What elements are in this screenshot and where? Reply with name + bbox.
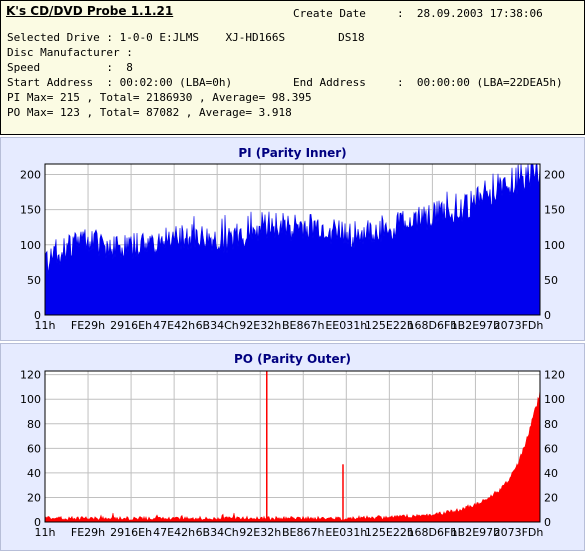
x-tick-label: EE031h [325, 526, 367, 539]
x-tick-label: BE867h [282, 319, 324, 332]
x-tick-label: 125E22h [365, 319, 414, 332]
po-chart: PO (Parity Outer) 0 0 20 20 40 40 60 60 80 80 100 10… [20, 352, 565, 539]
x-tick-label: BE867h [282, 526, 324, 539]
disc-info-panel: K's CD/DVD Probe 1.1.21 Create Date : 28… [0, 0, 585, 135]
x-tick-label: 11h [35, 526, 56, 539]
x-tick-label: FE29h [71, 526, 105, 539]
app-title: K's CD/DVD Probe 1.1.21 [6, 4, 174, 18]
x-tick-label: 168D6Fh [408, 526, 458, 539]
plot-frame [44, 163, 541, 316]
y-tick-label-right: 150 [544, 204, 565, 217]
pi-summary-line: PI Max= 215 , Total= 2186930 , Average= … [7, 91, 312, 104]
x-tick-label: 11h [35, 319, 56, 332]
y-tick-label-left: 80 [27, 418, 41, 431]
start-address-line: Start Address : 00:02:00 (LBA=0h) [7, 76, 233, 89]
y-tick-label-left: 100 [20, 393, 41, 406]
y-tick-label-left: 60 [27, 442, 41, 455]
x-tick-label: 92E32h [239, 526, 281, 539]
y-tick-label-left: 40 [27, 467, 41, 480]
chart-title: PO (Parity Outer) [234, 352, 351, 366]
x-tick-label: 47E42h [153, 319, 195, 332]
y-tick-label-left: 20 [27, 491, 41, 504]
x-tick-label: 1B2E97h [451, 526, 500, 539]
x-tick-label: 2916Eh [110, 526, 152, 539]
chart-title: PI (Parity Inner) [238, 146, 346, 160]
y-tick-label-right: 200 [544, 169, 565, 182]
x-tick-label: EE031h [325, 319, 367, 332]
data-series [44, 389, 541, 523]
create-date-label: Create Date [293, 7, 366, 20]
create-date-value: : 28.09.2003 17:38:06 [397, 7, 543, 20]
y-tick-label-right: 80 [544, 418, 558, 431]
y-tick-label-left: 150 [20, 204, 41, 217]
x-tick-label: 1B2E97h [451, 319, 500, 332]
y-tick-label-right: 100 [544, 393, 565, 406]
y-tick-label-right: 60 [544, 442, 558, 455]
y-tick-label-right: 120 [544, 369, 565, 382]
y-tick-label-left: 0 [34, 309, 41, 322]
speed-line: Speed : 8 [7, 61, 133, 74]
pi-chart-panel: PI (Parity Inner) 0 0 50 50 100 100 150 150 200 20… [0, 137, 585, 341]
po-chart-panel: PO (Parity Outer) 0 0 20 20 40 40 60 60 80 80 100 10… [0, 343, 585, 551]
x-tick-label: 2073FDh [494, 526, 544, 539]
x-tick-label: 168D6Fh [408, 319, 458, 332]
plot-frame [44, 370, 541, 523]
end-address-label: End Address [293, 76, 366, 89]
po-summary-line: PO Max= 123 , Total= 87082 , Average= 3.… [7, 106, 292, 119]
y-tick-label-right: 40 [544, 467, 558, 480]
x-tick-label: 6B34Ch [196, 319, 239, 332]
y-tick-label-right: 100 [544, 239, 565, 252]
y-tick-label-right: 0 [544, 516, 551, 529]
y-tick-label-right: 0 [544, 309, 551, 322]
y-tick-label-left: 0 [34, 516, 41, 529]
x-tick-label: 47E42h [153, 526, 195, 539]
x-tick-label: FE29h [71, 319, 105, 332]
plot-area [44, 370, 541, 523]
y-tick-label-left: 50 [27, 274, 41, 287]
selected-drive-line: Selected Drive : 1-0-0 E:JLMS XJ-HD166S … [7, 31, 365, 44]
x-tick-label: 6B34Ch [196, 526, 239, 539]
x-tick-label: 2073FDh [494, 319, 544, 332]
x-tick-label: 125E22h [365, 526, 414, 539]
data-series [44, 163, 541, 316]
y-tick-label-left: 120 [20, 369, 41, 382]
y-tick-label-left: 100 [20, 239, 41, 252]
x-tick-label: 2916Eh [110, 319, 152, 332]
y-tick-label-right: 50 [544, 274, 558, 287]
pi-chart: PI (Parity Inner) 0 0 50 50 100 100 150 150 200 20… [20, 146, 565, 332]
disc-manufacturer-line: Disc Manufacturer : [7, 46, 133, 59]
y-tick-label-right: 20 [544, 491, 558, 504]
y-tick-label-left: 200 [20, 169, 41, 182]
end-address-value: : 00:00:00 (LBA=22DEA5h) [397, 76, 563, 89]
x-tick-label: 92E32h [239, 319, 281, 332]
